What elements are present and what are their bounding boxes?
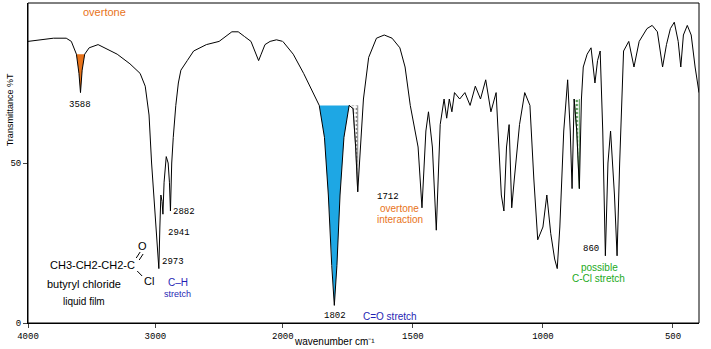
svg-text:overtone: overtone (83, 6, 126, 18)
svg-text:50: 50 (10, 159, 21, 169)
svg-text:C=O stretch: C=O stretch (363, 311, 417, 322)
svg-text:2882: 2882 (173, 207, 195, 217)
svg-text:1802: 1802 (324, 311, 346, 321)
svg-text:butyryl chloride: butyryl chloride (47, 278, 121, 290)
svg-text:2973: 2973 (162, 257, 184, 267)
svg-text:1000: 1000 (532, 332, 554, 342)
svg-text:CH3-CH2-CH2-C: CH3-CH2-CH2-C (50, 259, 135, 271)
svg-text:wavenumber cm⁻¹: wavenumber cm⁻¹ (294, 336, 375, 347)
svg-text:4000: 4000 (17, 332, 39, 342)
svg-text:C-Cl stretch: C-Cl stretch (572, 273, 625, 284)
svg-text:3588: 3588 (69, 100, 91, 110)
svg-text:3000: 3000 (145, 332, 167, 342)
svg-text:2000: 2000 (272, 332, 294, 342)
svg-text:Cl: Cl (144, 275, 154, 287)
svg-text:1712: 1712 (377, 192, 399, 202)
svg-text:O: O (138, 240, 147, 252)
svg-text:stretch: stretch (164, 289, 191, 299)
svg-text:interaction: interaction (377, 214, 423, 225)
svg-text:C–H: C–H (168, 277, 188, 288)
svg-text:2941: 2941 (168, 228, 190, 238)
svg-text:overtone: overtone (380, 203, 419, 214)
svg-text:Transmittance %T: Transmittance %T (5, 73, 15, 146)
svg-text:1500: 1500 (402, 332, 424, 342)
svg-text:0: 0 (16, 319, 21, 329)
svg-text:liquid film: liquid film (63, 296, 105, 307)
svg-text:possible: possible (581, 262, 618, 273)
svg-text:500: 500 (665, 332, 681, 342)
svg-text:860: 860 (583, 244, 599, 254)
